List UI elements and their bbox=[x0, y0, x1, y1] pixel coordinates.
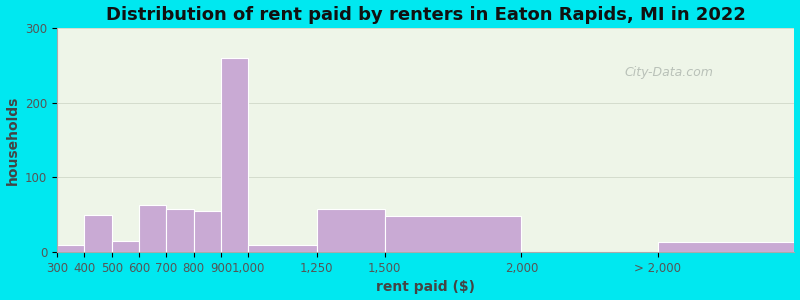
Bar bbox=[84, 215, 112, 252]
Bar bbox=[658, 242, 794, 252]
Bar bbox=[385, 216, 522, 252]
Bar bbox=[166, 209, 194, 252]
X-axis label: rent paid ($): rent paid ($) bbox=[376, 280, 475, 294]
Bar bbox=[57, 245, 84, 252]
Bar bbox=[221, 58, 248, 252]
Bar bbox=[317, 209, 385, 252]
Bar bbox=[139, 205, 166, 252]
Bar bbox=[194, 211, 221, 252]
Y-axis label: households: households bbox=[6, 95, 19, 185]
Text: City-Data.com: City-Data.com bbox=[625, 66, 714, 79]
Bar bbox=[112, 241, 139, 252]
Title: Distribution of rent paid by renters in Eaton Rapids, MI in 2022: Distribution of rent paid by renters in … bbox=[106, 6, 746, 24]
Bar bbox=[248, 245, 317, 252]
